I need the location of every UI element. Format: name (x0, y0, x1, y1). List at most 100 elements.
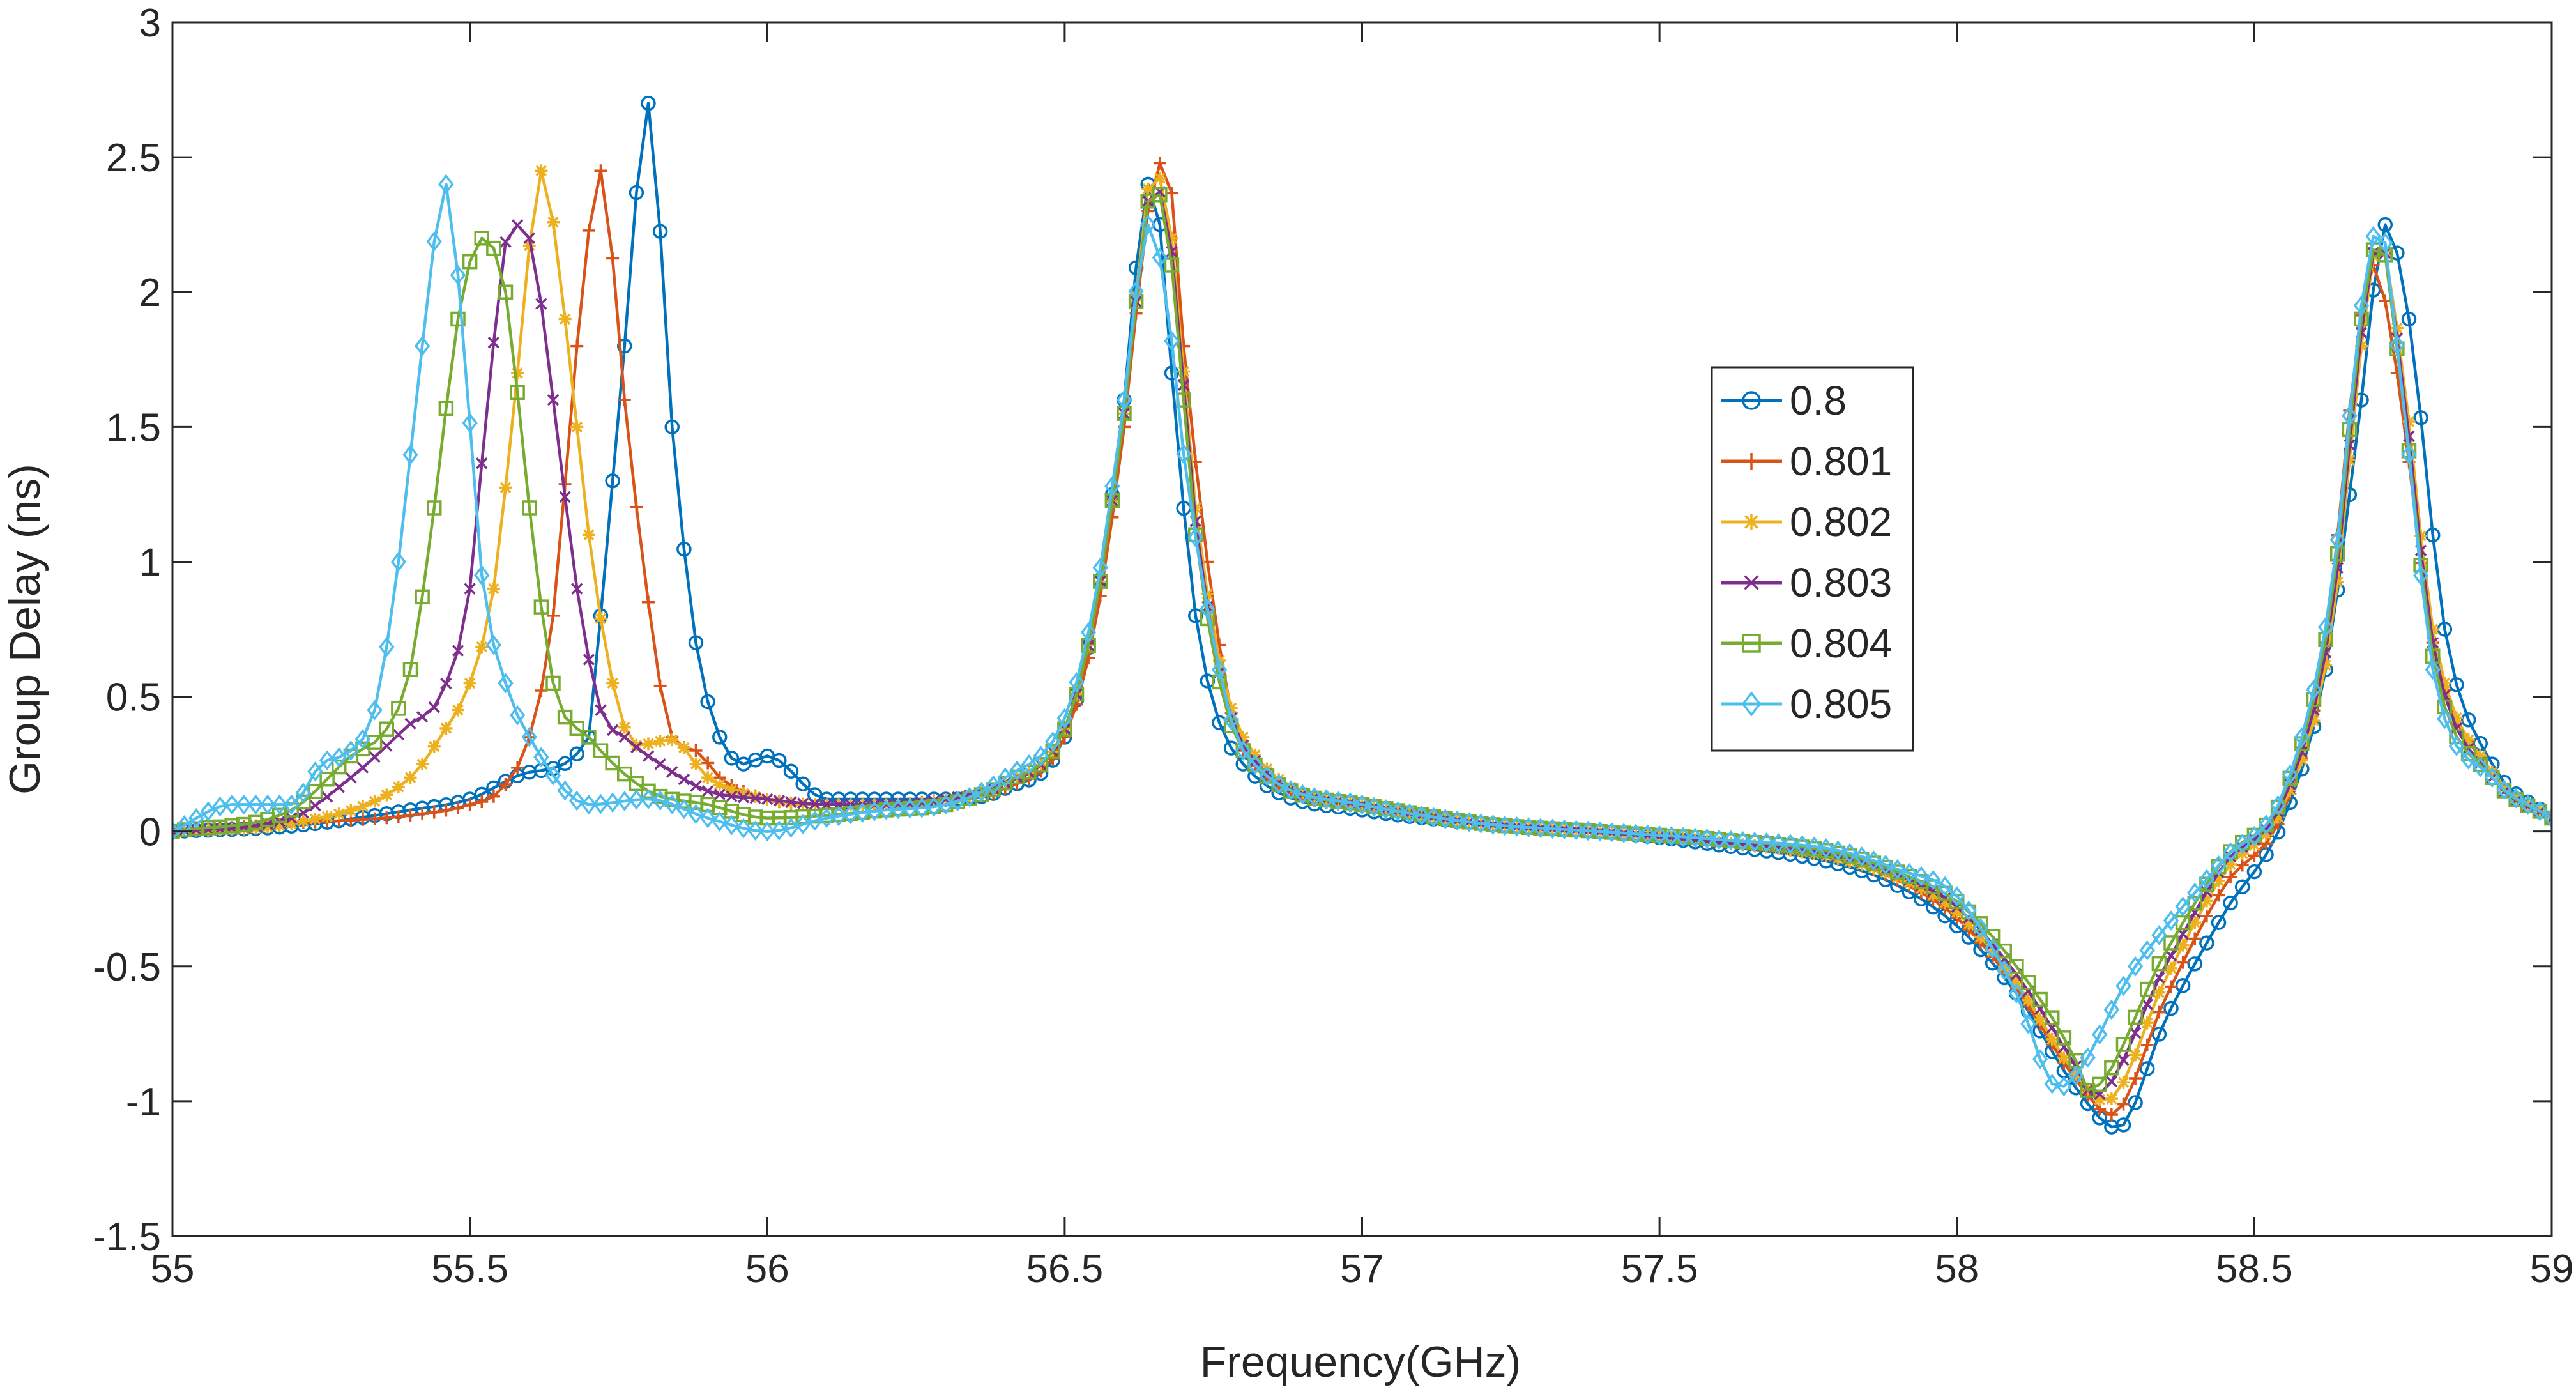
data-point-0.804 (2115, 1037, 2131, 1052)
data-point-0.805 (1437, 809, 1454, 829)
data-point-0.802 (1784, 843, 1797, 857)
data-point-0.803 (595, 704, 607, 716)
data-point-0.803 (690, 780, 702, 792)
data-point-0.805 (172, 821, 181, 842)
data-point-0.805 (1426, 807, 1442, 828)
data-point-0.802 (261, 820, 274, 834)
legend-label: 0.804 (1790, 620, 1892, 666)
data-point-0.802 (332, 807, 346, 821)
data-point-0.802 (2176, 938, 2190, 952)
data-point-0.805 (2139, 940, 2155, 961)
data-point-0.803 (773, 794, 786, 807)
data-point-0.805 (2068, 1066, 2084, 1086)
data-point-0.805 (1580, 820, 1596, 841)
data-point-0.8 (795, 776, 811, 791)
data-point-0.802 (737, 787, 750, 800)
data-point-0.805 (2306, 679, 2322, 700)
data-point-0.805 (581, 794, 597, 815)
data-point-0.805 (1961, 900, 1977, 921)
data-point-0.805 (259, 794, 276, 815)
data-point-0.805 (2389, 335, 2405, 356)
data-point-0.805 (1497, 815, 1513, 836)
data-point-0.805 (830, 806, 847, 827)
data-point-0.805 (485, 634, 502, 655)
data-point-0.805 (1080, 622, 1097, 643)
data-point-0.801 (1153, 157, 1166, 170)
data-point-0.804 (2128, 1009, 2143, 1025)
data-point-0.805 (1270, 774, 1287, 795)
x-tick-label: 55.5 (431, 1247, 508, 1291)
data-point-0.805 (1330, 790, 1346, 811)
data-point-0.805 (724, 814, 740, 836)
data-point-0.805 (2258, 814, 2275, 835)
data-point-0.804 (593, 743, 609, 758)
data-point-0.805 (509, 705, 526, 726)
data-point-0.805 (343, 740, 359, 761)
legend-label: 0.805 (1790, 681, 1892, 727)
data-point-0.805 (1972, 918, 1989, 938)
data-point-0.802 (2057, 1051, 2071, 1065)
data-point-0.803 (559, 491, 571, 503)
data-point-0.804 (486, 240, 501, 256)
data-point-0.804 (415, 589, 430, 605)
data-point-0.803 (809, 798, 821, 811)
data-point-0.803 (476, 457, 488, 470)
data-point-0.8 (664, 419, 680, 435)
data-point-0.805 (426, 231, 442, 252)
data-point-0.802 (511, 366, 524, 379)
data-point-0.805 (284, 794, 300, 815)
data-point-0.805 (1223, 710, 1239, 731)
data-point-0.801 (416, 807, 429, 821)
data-point-0.8 (641, 95, 656, 111)
data-point-0.803 (618, 731, 630, 744)
data-point-0.802 (618, 721, 631, 734)
data-point-0.805 (938, 794, 954, 815)
data-point-0.805 (1627, 823, 1644, 845)
data-point-0.801 (2379, 294, 2392, 308)
data-point-0.805 (1175, 443, 1192, 464)
data-point-0.803 (345, 771, 357, 784)
data-point-0.802 (666, 733, 679, 747)
legend-marker (1741, 691, 1762, 717)
data-point-0.803 (202, 823, 215, 836)
data-point-0.805 (2520, 795, 2536, 815)
data-point-0.805 (1378, 799, 1394, 820)
data-point-0.805 (914, 797, 930, 818)
data-point-0.802 (2224, 857, 2237, 871)
data-point-0.805 (354, 729, 371, 749)
data-point-0.804 (367, 735, 383, 750)
data-point-0.8 (605, 473, 620, 489)
data-point-0.801 (2236, 859, 2249, 872)
data-point-0.802 (2165, 961, 2177, 975)
legend-marker (1744, 575, 1759, 590)
data-point-0.805 (1544, 818, 1560, 839)
data-point-0.803 (321, 790, 333, 803)
data-point-0.805 (1247, 754, 1263, 776)
data-point-0.805 (1997, 960, 2013, 981)
data-point-0.805 (2342, 405, 2358, 426)
data-point-0.805 (2044, 1073, 2060, 1094)
data-point-0.802 (2045, 1032, 2059, 1046)
data-point-0.8 (772, 753, 787, 768)
data-point-0.803 (713, 788, 726, 800)
data-point-0.802 (2271, 811, 2285, 824)
data-point-0.801 (630, 500, 643, 514)
data-point-0.801 (356, 813, 369, 826)
data-point-0.802 (2450, 711, 2463, 724)
data-point-0.805 (1568, 820, 1584, 841)
data-point-0.802 (2034, 1013, 2047, 1026)
data-point-0.803 (404, 717, 416, 730)
data-point-0.805 (2115, 975, 2131, 997)
data-point-0.805 (735, 818, 752, 839)
data-point-0.803 (499, 236, 512, 248)
data-point-0.805 (1830, 840, 1846, 861)
data-point-0.803 (630, 741, 643, 754)
data-point-0.805 (712, 811, 728, 832)
data-point-0.805 (1449, 810, 1465, 831)
data-point-0.804 (402, 662, 418, 678)
data-point-0.802 (2129, 1048, 2142, 1062)
y-tick-label: 0 (139, 811, 161, 855)
data-point-0.805 (462, 413, 478, 433)
data-point-0.805 (2365, 226, 2381, 247)
data-point-0.802 (2200, 894, 2213, 908)
